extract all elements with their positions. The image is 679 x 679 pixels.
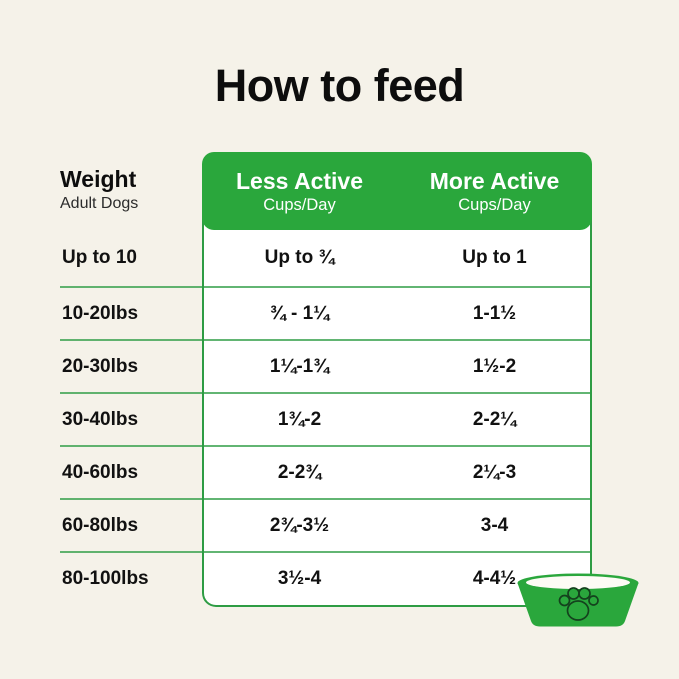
less-active-cell: ¾ - 1¼ (269, 302, 330, 324)
table-body: Up to 10 Up to ¾ Up to 1 10-20lbs ¾ - 1¼… (60, 230, 592, 604)
less-active-cell: 2-2¾ (277, 461, 322, 483)
value-columns-panel (202, 216, 592, 607)
table-row: Up to 10 Up to ¾ Up to 1 (60, 230, 592, 288)
table-row: 10-20lbs ¾ - 1¼ 1-1½ (60, 288, 592, 341)
less-active-cell: 1¼-1¾ (269, 355, 330, 377)
table-row: 40-60lbs 2-2¾ 2¼-3 (60, 447, 592, 500)
table-header-row: Weight Adult Dogs Less Active Cups/Day M… (60, 152, 592, 230)
less-active-cell: 2¾-3½ (269, 514, 330, 536)
weight-cell: 80-100lbs (62, 567, 149, 589)
weight-column-header: Weight Adult Dogs (60, 152, 202, 230)
less-active-cell: 3½-4 (277, 567, 322, 589)
weight-cell: Up to 10 (62, 247, 137, 268)
more-active-sublabel: Cups/Day (458, 196, 531, 215)
less-active-label: Less Active (236, 167, 363, 194)
weight-cell: 30-40lbs (62, 408, 139, 430)
less-active-cell: Up to ¾ (264, 247, 335, 268)
table-row: 60-80lbs 2¾-3½ 3-4 (60, 500, 592, 553)
dog-bowl-paw-icon (516, 573, 640, 630)
page-title: How to feed (214, 60, 465, 111)
weight-cell: 40-60lbs (62, 461, 139, 483)
more-active-cell: 3-4 (480, 514, 509, 536)
weight-cell: 20-30lbs (62, 355, 139, 377)
more-active-cell: 2-2¼ (472, 408, 517, 430)
weight-header-sublabel: Adult Dogs (60, 195, 139, 213)
more-active-cell: 4-4½ (472, 567, 517, 589)
weight-cell: 60-80lbs (62, 514, 139, 536)
weight-cell: 10-20lbs (62, 302, 139, 324)
table-row: 20-30lbs 1¼-1¾ 1½-2 (60, 341, 592, 394)
feeding-guide-table: Weight Adult Dogs Less Active Cups/Day M… (60, 152, 592, 607)
more-active-cell: 1½-2 (472, 355, 517, 377)
activity-columns-header: Less Active Cups/Day More Active Cups/Da… (202, 152, 592, 230)
less-active-sublabel: Cups/Day (263, 196, 336, 215)
column-header-more-active: More Active Cups/Day (397, 167, 592, 215)
column-header-less-active: Less Active Cups/Day (202, 167, 397, 215)
table-row: 80-100lbs 3½-4 4-4½ (60, 553, 592, 604)
less-active-cell: 1¾-2 (277, 408, 322, 430)
weight-header-label: Weight (60, 166, 137, 192)
more-active-cell: Up to 1 (462, 247, 527, 268)
more-active-cell: 1-1½ (472, 302, 517, 324)
more-active-cell: 2¼-3 (472, 461, 517, 483)
more-active-label: More Active (429, 167, 560, 194)
table-row: 30-40lbs 1¾-2 2-2¼ (60, 394, 592, 447)
